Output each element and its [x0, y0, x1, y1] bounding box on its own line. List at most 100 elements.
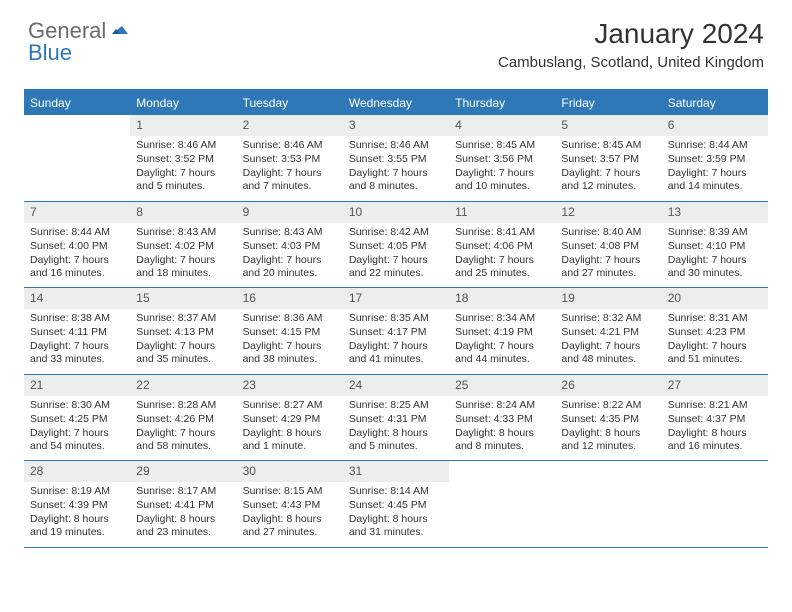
sunset-text: Sunset: 4:02 PM	[136, 240, 230, 253]
day-cell: 24Sunrise: 8:25 AMSunset: 4:31 PMDayligh…	[343, 375, 449, 461]
day-number: 8	[130, 202, 236, 223]
daylight-text: Daylight: 7 hours and 38 minutes.	[243, 340, 337, 366]
day-cell	[24, 115, 130, 201]
sunset-text: Sunset: 4:06 PM	[455, 240, 549, 253]
sunset-text: Sunset: 4:37 PM	[668, 413, 762, 426]
daylight-text: Daylight: 7 hours and 44 minutes.	[455, 340, 549, 366]
day-number: 23	[237, 375, 343, 396]
day-cell: 14Sunrise: 8:38 AMSunset: 4:11 PMDayligh…	[24, 288, 130, 374]
day-number: 24	[343, 375, 449, 396]
day-header: Thursday	[449, 91, 555, 115]
daylight-text: Daylight: 7 hours and 30 minutes.	[668, 254, 762, 280]
daylight-text: Daylight: 8 hours and 19 minutes.	[30, 513, 124, 539]
day-number: 21	[24, 375, 130, 396]
day-header: Tuesday	[237, 91, 343, 115]
day-cell: 12 Sunrise: 8:40 AMSunset: 4:08 PMDayligh…	[555, 202, 661, 288]
sunrise-text: Sunrise: 8:22 AM	[561, 399, 655, 412]
sunrise-text: Sunrise: 8:17 AM	[136, 485, 230, 498]
sunset-text: Sunset: 4:21 PM	[561, 326, 655, 339]
daylight-text: Daylight: 8 hours and 12 minutes.	[561, 427, 655, 453]
day-body: Sunrise: 8:17 AMSunset: 4:41 PMDaylight:…	[130, 485, 236, 540]
day-body: Sunrise: 8:27 AMSunset: 4:29 PMDaylight:…	[237, 399, 343, 454]
day-cell: 5Sunrise: 8:45 AMSunset: 3:57 PMDaylight…	[555, 115, 661, 201]
day-number: 26	[555, 375, 661, 396]
sunset-text: Sunset: 4:41 PM	[136, 499, 230, 512]
sunset-text: Sunset: 4:26 PM	[136, 413, 230, 426]
daylight-text: Daylight: 7 hours and 20 minutes.	[243, 254, 337, 280]
day-cell: 23 Sunrise: 8:27 AMSunset: 4:29 PMDayligh…	[237, 375, 343, 461]
day-body: Sunrise: 8:46 AMSunset: 3:52 PMDaylight:…	[130, 139, 236, 194]
day-body: Sunrise: 8:40 AMSunset: 4:08 PMDaylight:…	[555, 226, 661, 281]
sunset-text: Sunset: 4:03 PM	[243, 240, 337, 253]
sunrise-text: Sunrise: 8:42 AM	[349, 226, 443, 239]
sunrise-text: Sunrise: 8:45 AM	[561, 139, 655, 152]
sunset-text: Sunset: 4:19 PM	[455, 326, 549, 339]
day-number: 3	[343, 115, 449, 136]
sunset-text: Sunset: 3:53 PM	[243, 153, 337, 166]
day-number: 5	[555, 115, 661, 136]
logo-subtext-wrap: Blue	[28, 40, 72, 66]
day-body: Sunrise: 8:44 AMSunset: 3:59 PMDaylight:…	[662, 139, 768, 194]
day-cell: 29 Sunrise: 8:17 AMSunset: 4:41 PMDayligh…	[130, 461, 236, 547]
sunrise-text: Sunrise: 8:45 AM	[455, 139, 549, 152]
daylight-text: Daylight: 8 hours and 8 minutes.	[455, 427, 549, 453]
daylight-text: Daylight: 8 hours and 5 minutes.	[349, 427, 443, 453]
daylight-text: Daylight: 8 hours and 23 minutes.	[136, 513, 230, 539]
day-number: 9	[237, 202, 343, 223]
month-title: January 2024	[498, 18, 764, 50]
daylight-text: Daylight: 8 hours and 1 minute.	[243, 427, 337, 453]
title-block: January 2024 Cambuslang, Scotland, Unite…	[498, 18, 764, 71]
day-number: 30	[237, 461, 343, 482]
logo-flag-icon	[110, 20, 130, 43]
day-cell: 25Sunrise: 8:24 AMSunset: 4:33 PMDayligh…	[449, 375, 555, 461]
day-body: Sunrise: 8:41 AMSunset: 4:06 PMDaylight:…	[449, 226, 555, 281]
sunrise-text: Sunrise: 8:46 AM	[243, 139, 337, 152]
daylight-text: Daylight: 7 hours and 35 minutes.	[136, 340, 230, 366]
day-body: Sunrise: 8:42 AMSunset: 4:05 PMDaylight:…	[343, 226, 449, 281]
sunset-text: Sunset: 3:55 PM	[349, 153, 443, 166]
day-cell: 27Sunrise: 8:21 AMSunset: 4:37 PMDayligh…	[662, 375, 768, 461]
day-cell: 28Sunrise: 8:19 AMSunset: 4:39 PMDayligh…	[24, 461, 130, 547]
day-cell: 20Sunrise: 8:31 AMSunset: 4:23 PMDayligh…	[662, 288, 768, 374]
day-cell: 17Sunrise: 8:35 AMSunset: 4:17 PMDayligh…	[343, 288, 449, 374]
sunrise-text: Sunrise: 8:24 AM	[455, 399, 549, 412]
daylight-text: Daylight: 7 hours and 16 minutes.	[30, 254, 124, 280]
sunset-text: Sunset: 3:57 PM	[561, 153, 655, 166]
sunset-text: Sunset: 4:43 PM	[243, 499, 337, 512]
sunset-text: Sunset: 4:00 PM	[30, 240, 124, 253]
sunrise-text: Sunrise: 8:27 AM	[243, 399, 337, 412]
sunset-text: Sunset: 3:56 PM	[455, 153, 549, 166]
day-body: Sunrise: 8:28 AMSunset: 4:26 PMDaylight:…	[130, 399, 236, 454]
day-header: Monday	[130, 91, 236, 115]
daylight-text: Daylight: 7 hours and 18 minutes.	[136, 254, 230, 280]
daylight-text: Daylight: 7 hours and 25 minutes.	[455, 254, 549, 280]
day-cell	[555, 461, 661, 547]
day-cell: 22Sunrise: 8:28 AMSunset: 4:26 PMDayligh…	[130, 375, 236, 461]
day-number: 12	[555, 202, 661, 223]
day-cell: 8Sunrise: 8:43 AMSunset: 4:02 PMDaylight…	[130, 202, 236, 288]
day-cell	[662, 461, 768, 547]
sunset-text: Sunset: 4:35 PM	[561, 413, 655, 426]
day-cell: 13Sunrise: 8:39 AMSunset: 4:10 PMDayligh…	[662, 202, 768, 288]
sunrise-text: Sunrise: 8:44 AM	[30, 226, 124, 239]
day-body: Sunrise: 8:38 AMSunset: 4:11 PMDaylight:…	[24, 312, 130, 367]
day-number: 31	[343, 461, 449, 482]
day-number: 11	[449, 202, 555, 223]
sunrise-text: Sunrise: 8:32 AM	[561, 312, 655, 325]
sunset-text: Sunset: 4:11 PM	[30, 326, 124, 339]
sunrise-text: Sunrise: 8:31 AM	[668, 312, 762, 325]
day-cell: 21Sunrise: 8:30 AMSunset: 4:25 PMDayligh…	[24, 375, 130, 461]
day-body: Sunrise: 8:37 AMSunset: 4:13 PMDaylight:…	[130, 312, 236, 367]
day-cell: 19Sunrise: 8:32 AMSunset: 4:21 PMDayligh…	[555, 288, 661, 374]
day-header: Sunday	[24, 91, 130, 115]
sunrise-text: Sunrise: 8:44 AM	[668, 139, 762, 152]
sunset-text: Sunset: 3:59 PM	[668, 153, 762, 166]
sunrise-text: Sunrise: 8:37 AM	[136, 312, 230, 325]
day-header: Wednesday	[343, 91, 449, 115]
daylight-text: Daylight: 8 hours and 27 minutes.	[243, 513, 337, 539]
day-cell: 31Sunrise: 8:14 AMSunset: 4:45 PMDayligh…	[343, 461, 449, 547]
sunset-text: Sunset: 4:29 PM	[243, 413, 337, 426]
sunrise-text: Sunrise: 8:28 AM	[136, 399, 230, 412]
day-number: 29	[130, 461, 236, 482]
daylight-text: Daylight: 7 hours and 5 minutes.	[136, 167, 230, 193]
